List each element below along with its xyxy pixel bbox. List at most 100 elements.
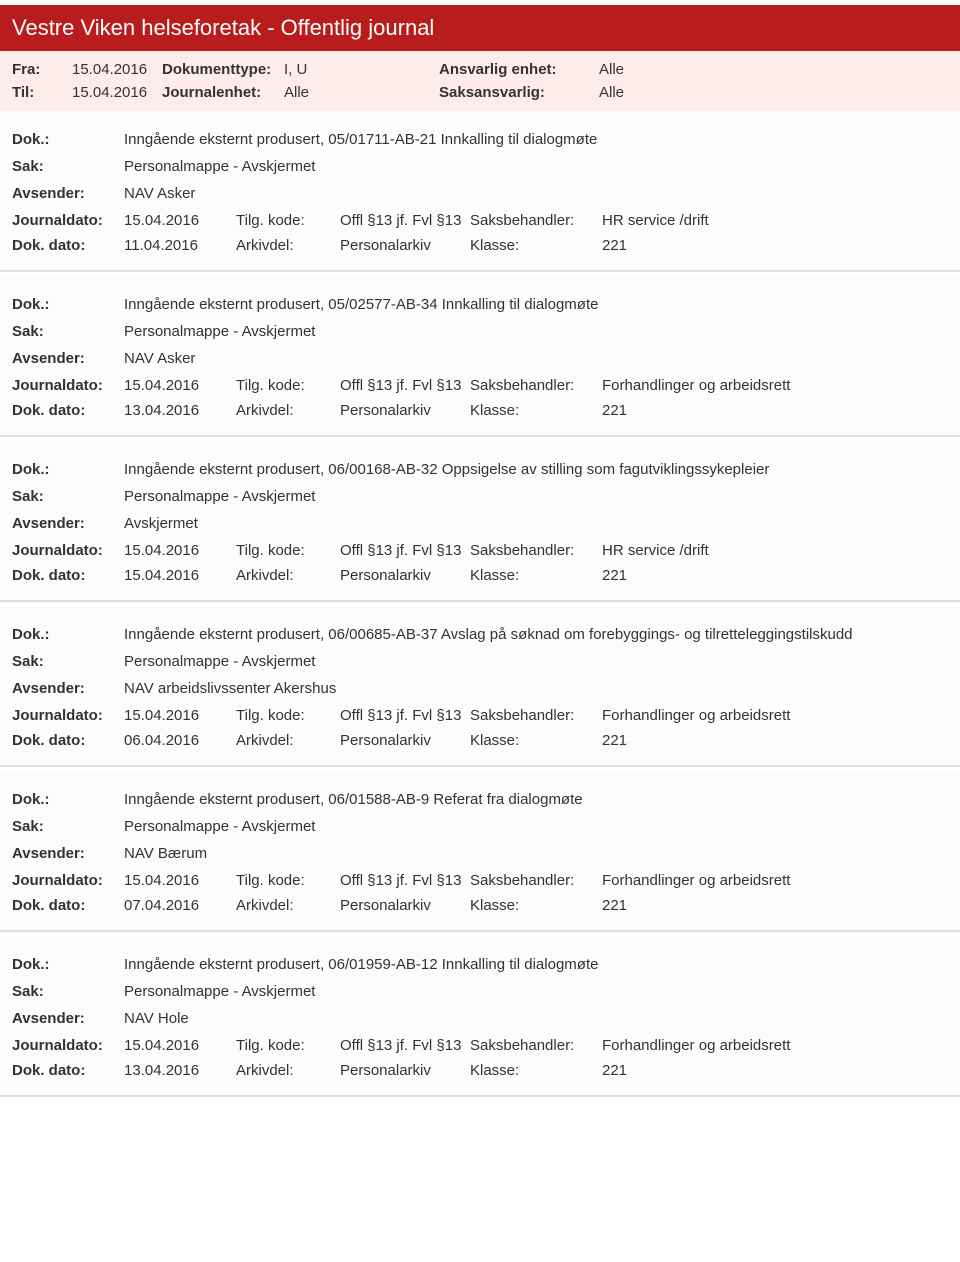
dokdato-label: Dok. dato: <box>12 732 124 749</box>
saksbehandler-value: Forhandlinger og arbeidsrett <box>602 1037 790 1054</box>
tilgkode-value: Offl §13 jf. Fvl §13 <box>340 707 470 724</box>
avsender-label: Avsender: <box>12 1010 124 1027</box>
doktype-label: Dokumenttype: <box>162 61 284 78</box>
filter-row-1: Fra: 15.04.2016 Dokumenttype: I, U Ansva… <box>12 61 948 78</box>
arkivdel-value: Personalarkiv <box>340 567 470 584</box>
klasse-value: 221 <box>602 897 627 914</box>
journaldato-label: Journaldato: <box>12 872 124 889</box>
avsender-label: Avsender: <box>12 680 124 697</box>
tilgkode-value: Offl §13 jf. Fvl §13 <box>340 377 470 394</box>
dokdato-label: Dok. dato: <box>12 567 124 584</box>
dok-line: Dok.: Inngående eksternt produsert, 06/0… <box>12 791 948 808</box>
journaldato-value: 15.04.2016 <box>124 212 236 229</box>
journaldato-label: Journaldato: <box>12 707 124 724</box>
arkivdel-value: Personalarkiv <box>340 402 470 419</box>
tilgkode-label: Tilg. kode: <box>236 872 340 889</box>
meta-row-2: Dok. dato: 07.04.2016 Arkivdel: Personal… <box>12 897 948 914</box>
klasse-value: 221 <box>602 237 627 254</box>
klasse-label: Klasse: <box>470 732 602 749</box>
meta-row-1: Journaldato: 15.04.2016 Tilg. kode: Offl… <box>12 212 948 229</box>
journaldato-value: 15.04.2016 <box>124 872 236 889</box>
sak-value: Personalmappe - Avskjermet <box>124 488 315 505</box>
dok-line: Dok.: Inngående eksternt produsert, 05/0… <box>12 131 948 148</box>
dokdato-value: 11.04.2016 <box>124 237 236 254</box>
klasse-label: Klasse: <box>470 402 602 419</box>
arkivdel-label: Arkivdel: <box>236 237 340 254</box>
klasse-label: Klasse: <box>470 237 602 254</box>
meta-row-2: Dok. dato: 13.04.2016 Arkivdel: Personal… <box>12 402 948 419</box>
filter-row-2: Til: 15.04.2016 Journalenhet: Alle Saksa… <box>12 84 948 101</box>
tilgkode-label: Tilg. kode: <box>236 212 340 229</box>
tilgkode-label: Tilg. kode: <box>236 1037 340 1054</box>
klasse-label: Klasse: <box>470 1062 602 1079</box>
avsender-line: Avsender: NAV Asker <box>12 350 948 367</box>
dokdato-label: Dok. dato: <box>12 402 124 419</box>
meta-row-2: Dok. dato: 11.04.2016 Arkivdel: Personal… <box>12 237 948 254</box>
journalenhet-label: Journalenhet: <box>162 84 284 101</box>
journal-entry: Dok.: Inngående eksternt produsert, 06/0… <box>0 936 960 1097</box>
saksbehandler-label: Saksbehandler: <box>470 872 602 889</box>
journal-entry: Dok.: Inngående eksternt produsert, 06/0… <box>0 771 960 932</box>
tilgkode-value: Offl §13 jf. Fvl §13 <box>340 212 470 229</box>
klasse-label: Klasse: <box>470 897 602 914</box>
sak-value: Personalmappe - Avskjermet <box>124 158 315 175</box>
sak-line: Sak: Personalmappe - Avskjermet <box>12 983 948 1000</box>
avsender-line: Avsender: NAV arbeidslivssenter Akershus <box>12 680 948 697</box>
sak-label: Sak: <box>12 818 124 835</box>
saksbehandler-value: Forhandlinger og arbeidsrett <box>602 377 790 394</box>
dok-label: Dok.: <box>12 791 124 808</box>
dok-value: Inngående eksternt produsert, 05/01711-A… <box>124 131 597 148</box>
journaldato-label: Journaldato: <box>12 542 124 559</box>
sak-label: Sak: <box>12 158 124 175</box>
sak-line: Sak: Personalmappe - Avskjermet <box>12 653 948 670</box>
tilgkode-label: Tilg. kode: <box>236 707 340 724</box>
dokdato-label: Dok. dato: <box>12 1062 124 1079</box>
journal-entry: Dok.: Inngående eksternt produsert, 06/0… <box>0 441 960 602</box>
dokdato-label: Dok. dato: <box>12 237 124 254</box>
tilgkode-label: Tilg. kode: <box>236 377 340 394</box>
sak-value: Personalmappe - Avskjermet <box>124 323 315 340</box>
page-title-bar: Vestre Viken helseforetak - Offentlig jo… <box>0 5 960 51</box>
meta-row-1: Journaldato: 15.04.2016 Tilg. kode: Offl… <box>12 872 948 889</box>
sak-value: Personalmappe - Avskjermet <box>124 983 315 1000</box>
dok-line: Dok.: Inngående eksternt produsert, 06/0… <box>12 626 948 643</box>
ansvarlig-value: Alle <box>599 61 624 78</box>
dok-label: Dok.: <box>12 461 124 478</box>
tilgkode-value: Offl §13 jf. Fvl §13 <box>340 542 470 559</box>
til-value: 15.04.2016 <box>72 84 162 101</box>
dok-label: Dok.: <box>12 956 124 973</box>
arkivdel-value: Personalarkiv <box>340 732 470 749</box>
tilgkode-value: Offl §13 jf. Fvl §13 <box>340 1037 470 1054</box>
dokdato-value: 13.04.2016 <box>124 1062 236 1079</box>
til-label: Til: <box>12 84 72 101</box>
saksbehandler-value: HR service /drift <box>602 542 709 559</box>
klasse-value: 221 <box>602 732 627 749</box>
dok-value: Inngående eksternt produsert, 06/00685-A… <box>124 626 853 643</box>
meta-row-2: Dok. dato: 15.04.2016 Arkivdel: Personal… <box>12 567 948 584</box>
dok-label: Dok.: <box>12 626 124 643</box>
dok-value: Inngående eksternt produsert, 05/02577-A… <box>124 296 598 313</box>
journaldato-value: 15.04.2016 <box>124 377 236 394</box>
saksbehandler-label: Saksbehandler: <box>470 1037 602 1054</box>
filter-panel: Fra: 15.04.2016 Dokumenttype: I, U Ansva… <box>0 51 960 111</box>
sak-label: Sak: <box>12 983 124 1000</box>
journaldato-label: Journaldato: <box>12 1037 124 1054</box>
fra-label: Fra: <box>12 61 72 78</box>
avsender-label: Avsender: <box>12 350 124 367</box>
meta-row-1: Journaldato: 15.04.2016 Tilg. kode: Offl… <box>12 377 948 394</box>
arkivdel-value: Personalarkiv <box>340 897 470 914</box>
journaldato-label: Journaldato: <box>12 377 124 394</box>
arkivdel-label: Arkivdel: <box>236 732 340 749</box>
meta-row-2: Dok. dato: 13.04.2016 Arkivdel: Personal… <box>12 1062 948 1079</box>
dok-line: Dok.: Inngående eksternt produsert, 06/0… <box>12 956 948 973</box>
sak-line: Sak: Personalmappe - Avskjermet <box>12 818 948 835</box>
klasse-value: 221 <box>602 402 627 419</box>
entries-list: Dok.: Inngående eksternt produsert, 05/0… <box>0 111 960 1097</box>
avsender-line: Avsender: NAV Hole <box>12 1010 948 1027</box>
dokdato-value: 07.04.2016 <box>124 897 236 914</box>
saksbehandler-label: Saksbehandler: <box>470 542 602 559</box>
journal-entry: Dok.: Inngående eksternt produsert, 05/0… <box>0 111 960 272</box>
saksbehandler-value: Forhandlinger og arbeidsrett <box>602 707 790 724</box>
saksbehandler-value: HR service /drift <box>602 212 709 229</box>
avsender-value: NAV arbeidslivssenter Akershus <box>124 680 336 697</box>
